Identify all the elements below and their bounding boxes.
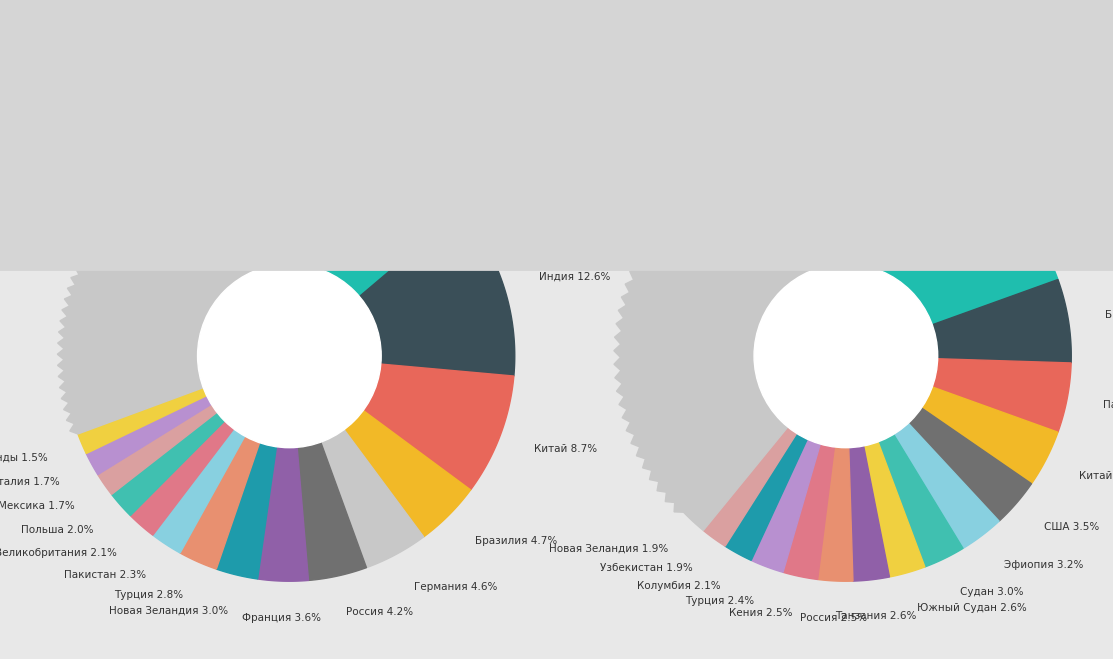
Polygon shape — [111, 413, 225, 515]
Circle shape — [198, 264, 381, 447]
Polygon shape — [58, 124, 289, 434]
Polygon shape — [78, 387, 207, 453]
Text: Others 37.2%: Others 37.2% — [533, 248, 604, 258]
Polygon shape — [703, 427, 797, 546]
Polygon shape — [152, 429, 245, 553]
Text: Индия 19.5%: Индия 19.5% — [996, 136, 1068, 146]
Polygon shape — [216, 443, 276, 579]
Polygon shape — [297, 442, 366, 581]
Polygon shape — [933, 279, 1071, 363]
Text: Узбекистан 1.9%: Узбекистан 1.9% — [600, 563, 692, 573]
Text: Пакистан 2.3%: Пакистан 2.3% — [63, 570, 146, 581]
Text: Пакистан 5.0%: Пакистан 5.0% — [1103, 400, 1113, 410]
Text: Россия 2.5%: Россия 2.5% — [800, 613, 867, 623]
Text: США 3.5%: США 3.5% — [1044, 523, 1100, 532]
Text: Колумбия 2.1%: Колумбия 2.1% — [637, 581, 720, 591]
Text: Италия 1.7%: Италия 1.7% — [0, 477, 60, 487]
Text: Россия 4.2%: Россия 4.2% — [346, 607, 413, 617]
Text: Турция 2.4%: Турция 2.4% — [684, 596, 754, 606]
Text: Others 30.6%: Others 30.6% — [3, 201, 75, 211]
Polygon shape — [614, 124, 846, 512]
Circle shape — [755, 264, 937, 447]
Text: Поголовье коров, доля стран: Поголовье коров, доля стран — [707, 63, 985, 81]
Text: Южный Судан 2.6%: Южный Судан 2.6% — [917, 603, 1027, 613]
Text: Бразилия 4.7%: Бразилия 4.7% — [475, 536, 558, 546]
Polygon shape — [180, 436, 259, 569]
Polygon shape — [344, 411, 471, 537]
Polygon shape — [359, 210, 514, 376]
Polygon shape — [878, 434, 963, 567]
Text: Кения 2.5%: Кения 2.5% — [729, 608, 792, 617]
Polygon shape — [864, 442, 925, 577]
Text: Китай 8.7%: Китай 8.7% — [534, 444, 598, 454]
Polygon shape — [363, 364, 514, 490]
Polygon shape — [784, 444, 835, 579]
Polygon shape — [289, 130, 462, 297]
Polygon shape — [98, 404, 217, 494]
Polygon shape — [130, 421, 234, 535]
Text: Эфиопия 3.2%: Эфиопия 3.2% — [1004, 560, 1083, 570]
Text: Франция 3.6%: Франция 3.6% — [243, 613, 322, 623]
Text: Новая Зеландия 3.0%: Новая Зеландия 3.0% — [109, 606, 228, 616]
Polygon shape — [849, 446, 889, 581]
Polygon shape — [818, 447, 853, 581]
Text: Великобритания 2.1%: Великобритания 2.1% — [0, 548, 117, 558]
Polygon shape — [86, 395, 211, 474]
Text: Новая Зеландия 1.9%: Новая Зеландия 1.9% — [549, 544, 668, 554]
Polygon shape — [933, 358, 1071, 432]
Text: Танзания 2.6%: Танзания 2.6% — [835, 612, 916, 621]
Text: США 13.8%: США 13.8% — [400, 113, 462, 123]
Text: Производство молока в мире, доля стран: Производство молока в мире, доля стран — [91, 63, 487, 81]
Polygon shape — [257, 447, 308, 581]
Text: Индия 12.6%: Индия 12.6% — [540, 272, 611, 282]
Polygon shape — [922, 387, 1058, 484]
Text: Германия 4.6%: Германия 4.6% — [414, 582, 498, 592]
Text: Судан 3.0%: Судан 3.0% — [961, 587, 1024, 596]
Polygon shape — [321, 430, 424, 567]
Text: Китай 4.1%: Китай 4.1% — [1078, 471, 1113, 480]
Text: Нидерланды 1.5%: Нидерланды 1.5% — [0, 453, 48, 463]
Polygon shape — [894, 423, 999, 548]
Text: Мексика 1.7%: Мексика 1.7% — [0, 501, 75, 511]
Text: Польша 2.0%: Польша 2.0% — [21, 525, 93, 534]
Polygon shape — [725, 434, 807, 560]
Polygon shape — [683, 420, 788, 530]
Polygon shape — [908, 408, 1032, 521]
Text: Турция 2.8%: Турция 2.8% — [114, 590, 183, 600]
Polygon shape — [846, 130, 1058, 325]
Text: Бразилия 6.0%: Бразилия 6.0% — [1105, 310, 1113, 320]
Polygon shape — [751, 439, 820, 572]
